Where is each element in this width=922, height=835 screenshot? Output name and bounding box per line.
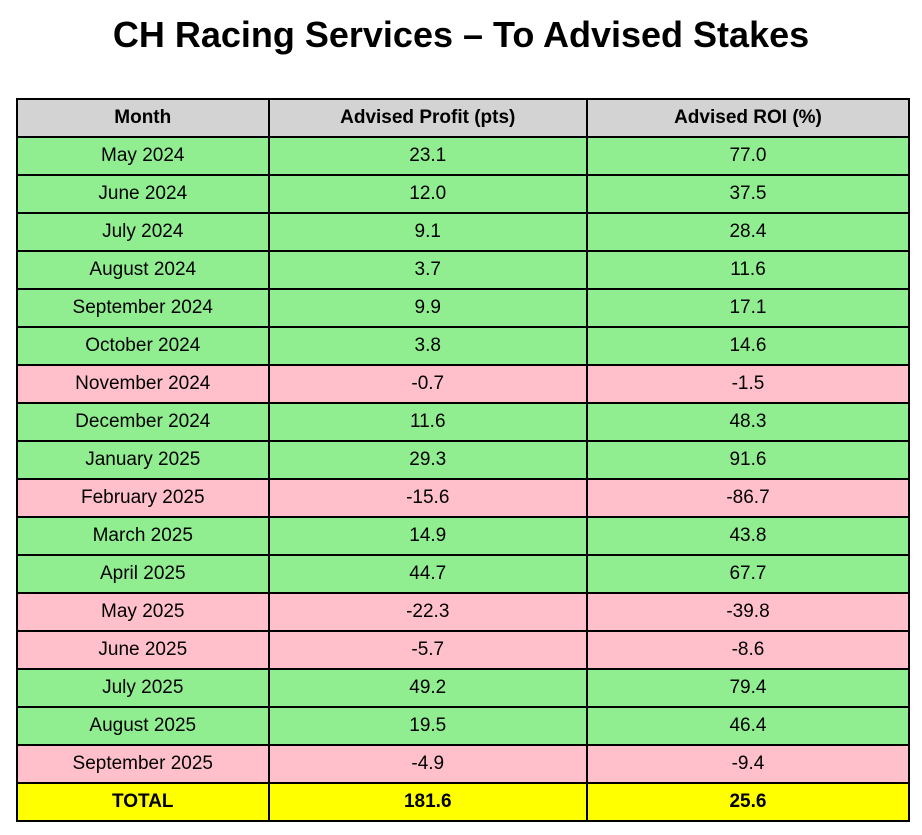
month-cell: June 2024: [16, 174, 270, 214]
month-cell: February 2025: [16, 478, 270, 518]
profit-cell: 3.8: [267, 326, 588, 366]
roi-cell: 14.6: [585, 326, 911, 366]
table-row: May 2025 -22.3 -39.8: [16, 592, 911, 632]
month-cell: June 2025: [16, 630, 270, 670]
roi-cell: 91.6: [585, 440, 911, 480]
month-cell: April 2025: [16, 554, 270, 594]
col-header-advised-profit: Advised Profit (pts): [267, 98, 588, 138]
roi-cell: -39.8: [585, 592, 911, 632]
profit-cell: 12.0: [267, 174, 588, 214]
roi-cell: 37.5: [585, 174, 911, 214]
month-cell: January 2025: [16, 440, 270, 480]
month-cell: May 2025: [16, 592, 270, 632]
roi-cell: -86.7: [585, 478, 911, 518]
roi-cell: 11.6: [585, 250, 911, 290]
table-row: February 2025 -15.6 -86.7: [16, 478, 911, 518]
month-cell: August 2025: [16, 706, 270, 746]
table-row: June 2025 -5.7 -8.6: [16, 630, 911, 670]
month-cell: December 2024: [16, 402, 270, 442]
table-row: July 2025 49.2 79.4: [16, 668, 911, 708]
roi-cell: 67.7: [585, 554, 911, 594]
table-row: January 2025 29.3 91.6: [16, 440, 911, 480]
table-row: November 2024 -0.7 -1.5: [16, 364, 911, 404]
profit-cell: 49.2: [267, 668, 588, 708]
roi-cell: 46.4: [585, 706, 911, 746]
col-header-advised-roi: Advised ROI (%): [585, 98, 911, 138]
table-row: October 2024 3.8 14.6: [16, 326, 911, 366]
month-cell: October 2024: [16, 326, 270, 366]
profit-cell: -4.9: [267, 744, 588, 784]
roi-cell: 79.4: [585, 668, 911, 708]
results-table: Month Advised Profit (pts) Advised ROI (…: [16, 98, 911, 822]
col-header-month: Month: [16, 98, 270, 138]
month-cell: August 2024: [16, 250, 270, 290]
profit-cell: -0.7: [267, 364, 588, 404]
page-title: CH Racing Services – To Advised Stakes: [112, 14, 810, 55]
table-row: December 2024 11.6 48.3: [16, 402, 911, 442]
roi-cell: 77.0: [585, 136, 911, 176]
profit-cell: 29.3: [267, 440, 588, 480]
table-row: August 2025 19.5 46.4: [16, 706, 911, 746]
table-body: May 2024 23.1 77.0 June 2024 12.0 37.5 July 20…: [16, 136, 911, 822]
profit-cell: -15.6: [267, 478, 588, 518]
roi-cell: -8.6: [585, 630, 911, 670]
month-cell: July 2025: [16, 668, 270, 708]
month-cell: TOTAL: [16, 782, 270, 822]
month-cell: September 2024: [16, 288, 270, 328]
profit-cell: 9.1: [267, 212, 588, 252]
header-row: Month Advised Profit (pts) Advised ROI (…: [16, 98, 911, 138]
profit-cell: 44.7: [267, 554, 588, 594]
roi-cell: 17.1: [585, 288, 911, 328]
roi-cell: -1.5: [585, 364, 911, 404]
profit-cell: 9.9: [267, 288, 588, 328]
roi-cell: 25.6: [585, 782, 911, 822]
table-row: March 2025 14.9 43.8: [16, 516, 911, 556]
month-cell: November 2024: [16, 364, 270, 404]
table-row: September 2024 9.9 17.1: [16, 288, 911, 328]
profit-cell: 181.6: [267, 782, 588, 822]
table-row: August 2024 3.7 11.6: [16, 250, 911, 290]
roi-cell: 28.4: [585, 212, 911, 252]
profit-cell: 23.1: [267, 136, 588, 176]
month-cell: March 2025: [16, 516, 270, 556]
roi-cell: 43.8: [585, 516, 911, 556]
profit-cell: 11.6: [267, 402, 588, 442]
profit-cell: 14.9: [267, 516, 588, 556]
total-row: TOTAL 181.6 25.6: [16, 782, 911, 822]
profit-cell: 19.5: [267, 706, 588, 746]
table-row: April 2025 44.7 67.7: [16, 554, 911, 594]
roi-cell: -9.4: [585, 744, 911, 784]
profit-cell: 3.7: [267, 250, 588, 290]
table-row: May 2024 23.1 77.0: [16, 136, 911, 176]
profit-cell: -5.7: [267, 630, 588, 670]
table-row: September 2025 -4.9 -9.4: [16, 744, 911, 784]
table-row: June 2024 12.0 37.5: [16, 174, 911, 214]
roi-cell: 48.3: [585, 402, 911, 442]
month-cell: September 2025: [16, 744, 270, 784]
month-cell: July 2024: [16, 212, 270, 252]
table-row: July 2024 9.1 28.4: [16, 212, 911, 252]
profit-cell: -22.3: [267, 592, 588, 632]
month-cell: May 2024: [16, 136, 270, 176]
